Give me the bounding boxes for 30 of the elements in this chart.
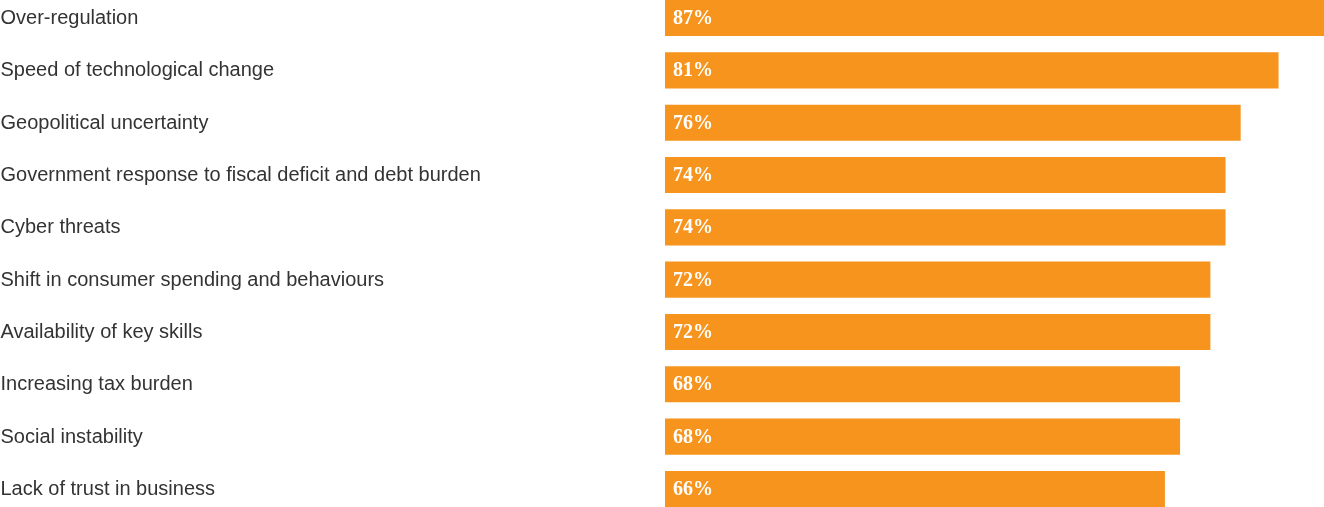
y-tick-label: Over-regulation: [0, 6, 139, 29]
y-tick-label: Shift in consumer spending and behaviours: [0, 267, 385, 290]
data-label: 74%: [673, 215, 713, 238]
data-label: 66%: [673, 476, 713, 499]
bar: [665, 470, 1165, 507]
data-label: 87%: [673, 6, 713, 29]
bar: [665, 366, 1181, 403]
y-tick-label: Increasing tax burden: [0, 372, 193, 395]
bar: [665, 52, 1279, 89]
data-label: 72%: [673, 267, 713, 290]
bar: [665, 104, 1241, 141]
y-tick-label: Government response to fiscal deficit and debt burden: [0, 163, 481, 186]
y-tick-label: Lack of trust in business: [0, 476, 216, 499]
y-tick-label: Cyber threats: [0, 215, 121, 238]
data-label: 74%: [673, 163, 713, 186]
y-tick-label: Availability of key skills: [0, 319, 203, 342]
y-tick-label: Social instability: [0, 424, 143, 447]
bar: [665, 156, 1226, 194]
y-tick-label: Speed of technological change: [0, 58, 275, 81]
data-label: 72%: [673, 319, 713, 342]
y-tick-label: Geopolitical uncertainty: [0, 110, 209, 133]
bar: [665, 0, 1324, 37]
data-label: 81%: [673, 58, 713, 81]
bar: [665, 313, 1211, 351]
data-label: 76%: [673, 110, 713, 133]
bar: [665, 418, 1181, 455]
bar: [665, 209, 1226, 246]
data-label: 68%: [673, 424, 713, 447]
bar: [665, 261, 1211, 298]
data-label: 68%: [673, 372, 713, 395]
